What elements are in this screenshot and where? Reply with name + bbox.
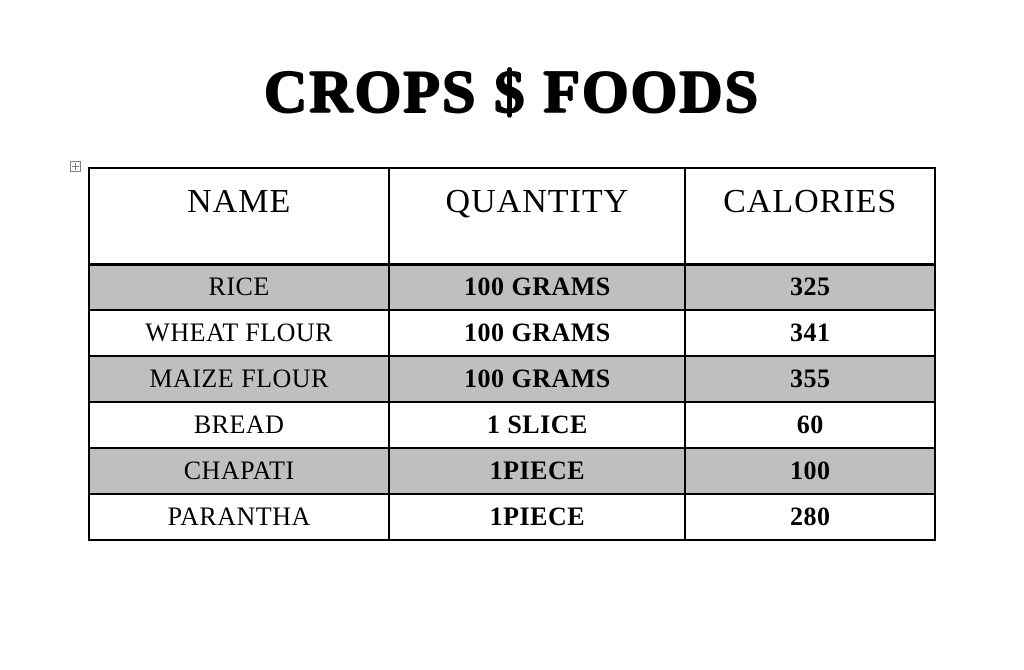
table-row: CHAPATI1PIECE100 (89, 448, 935, 494)
table-row: BREAD1 SLICE60 (89, 402, 935, 448)
cell-quantity: 100 GRAMS (389, 356, 685, 402)
col-header-calories: CALORIES (685, 168, 935, 264)
table-header-row: NAME QUANTITY CALORIES (89, 168, 935, 264)
table-row: WHEAT FLOUR100 GRAMS341 (89, 310, 935, 356)
table-row: MAIZE FLOUR100 GRAMS355 (89, 356, 935, 402)
cell-calories: 325 (685, 264, 935, 310)
cell-calories: 100 (685, 448, 935, 494)
cell-quantity: 100 GRAMS (389, 264, 685, 310)
table-anchor-icon (70, 161, 81, 172)
table-body: RICE100 GRAMS325WHEAT FLOUR100 GRAMS341M… (89, 264, 935, 540)
cell-quantity: 1PIECE (389, 448, 685, 494)
table-row: PARANTHA1PIECE280 (89, 494, 935, 540)
cell-calories: 280 (685, 494, 935, 540)
page-title: CROPS $ FOODS (0, 58, 1024, 127)
table-container: NAME QUANTITY CALORIES RICE100 GRAMS325W… (88, 167, 936, 541)
cell-calories: 355 (685, 356, 935, 402)
cell-name: MAIZE FLOUR (89, 356, 389, 402)
foods-table: NAME QUANTITY CALORIES RICE100 GRAMS325W… (88, 167, 936, 541)
cell-name: CHAPATI (89, 448, 389, 494)
col-header-name: NAME (89, 168, 389, 264)
cell-name: PARANTHA (89, 494, 389, 540)
col-header-quantity: QUANTITY (389, 168, 685, 264)
cell-name: BREAD (89, 402, 389, 448)
cell-calories: 60 (685, 402, 935, 448)
cell-quantity: 100 GRAMS (389, 310, 685, 356)
cell-calories: 341 (685, 310, 935, 356)
cell-quantity: 1PIECE (389, 494, 685, 540)
cell-name: WHEAT FLOUR (89, 310, 389, 356)
cell-name: RICE (89, 264, 389, 310)
table-row: RICE100 GRAMS325 (89, 264, 935, 310)
cell-quantity: 1 SLICE (389, 402, 685, 448)
